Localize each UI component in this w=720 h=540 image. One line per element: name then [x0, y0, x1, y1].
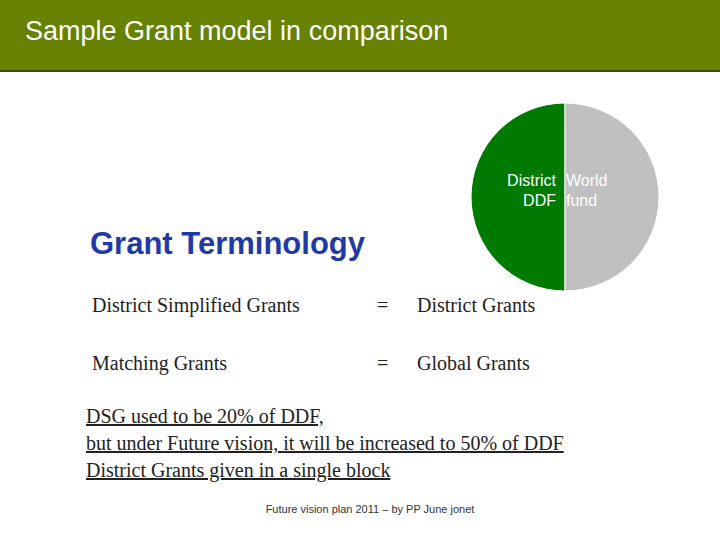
html-text:DSG used to be 20% of DDF,: DSG used to be 20% of DDF,: [86, 405, 324, 427]
html-text:District Grants given in a sin: District Grants given in a single block: [86, 459, 391, 481]
html-text:District Grants: District Grants: [417, 294, 536, 316]
html-text:Future vision plan 2011 – by P: Future vision plan 2011 – by PP June jon…: [265, 503, 475, 515]
html-text:District Simplified Grants: District Simplified Grants: [92, 294, 300, 316]
svg-text:DistrictDDF: DistrictDDF: [507, 172, 556, 209]
html-text:Matching Grants: Matching Grants: [92, 352, 227, 374]
svg-text:Worldfund: Worldfund: [566, 172, 608, 209]
html-text:but under Future vision, it wi: but under Future vision, it will be incr…: [86, 432, 564, 454]
html-text:Grant Terminology: Grant Terminology: [90, 226, 365, 261]
html-text:Global Grants: Global Grants: [417, 352, 530, 374]
html-text:Sample Grant model in comparis: Sample Grant model in comparison: [25, 16, 449, 46]
